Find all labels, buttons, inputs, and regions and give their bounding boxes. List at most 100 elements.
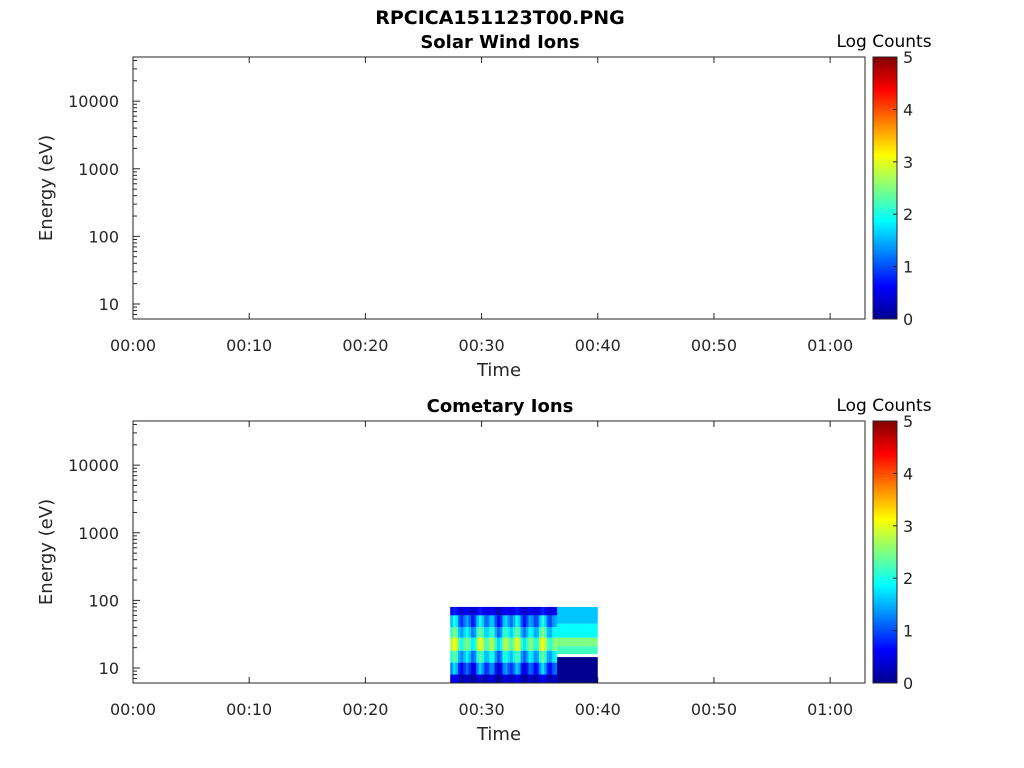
heatmap-cell [502, 627, 506, 638]
heatmap-cell [510, 606, 514, 616]
heatmap-cell [478, 674, 483, 683]
heatmap-cell [476, 627, 480, 638]
heatmap-cell [538, 662, 543, 675]
heatmap-cell [484, 662, 488, 675]
colorbar-tick-label: 5 [903, 412, 913, 431]
heatmap-cell [538, 637, 543, 651]
heatmap-cell [465, 615, 470, 628]
heatmap-cell [497, 627, 501, 638]
heatmap-cell [510, 662, 514, 675]
heatmap-cell [489, 627, 493, 638]
x-axis-label: Time [476, 724, 521, 745]
x-tick-label: 00:00 [110, 336, 156, 355]
y-axis-ticks: 10 100 1000 10000 [68, 423, 140, 684]
heatmap-cell [520, 606, 524, 616]
heatmap-cell [536, 637, 540, 651]
heatmap-cell [455, 637, 459, 651]
heatmap-cell [486, 662, 490, 675]
heatmap-cell [515, 662, 519, 675]
heatmap-cell [478, 637, 483, 651]
heatmap-cell [546, 674, 550, 683]
heatmap-cell [489, 650, 493, 663]
heatmap-cell [510, 615, 514, 628]
x-tick-label: 00:10 [226, 700, 272, 719]
heatmap-cell [544, 627, 548, 638]
heatmap-cell [523, 606, 527, 616]
heatmap-cell [541, 637, 545, 651]
heatmap-cell [463, 637, 467, 651]
heatmap-cell [557, 623, 598, 638]
heatmap-cell [460, 615, 464, 628]
heatmap-cell [531, 627, 535, 638]
heatmap-cell [544, 615, 548, 628]
heatmap-cell [486, 637, 490, 651]
heatmap-cell [546, 662, 550, 675]
y-tick-label: 1000 [78, 524, 119, 543]
heatmap-cell [458, 650, 462, 663]
colorbar-tick-label: 1 [903, 258, 913, 277]
heatmap-cell [525, 674, 530, 683]
x-tick-label: 00:20 [342, 700, 388, 719]
heatmap-cell [554, 650, 558, 663]
heatmap-cell [494, 637, 498, 651]
plot-frame [132, 56, 866, 320]
heatmap-cell [512, 615, 516, 628]
heatmap-cell [484, 674, 488, 683]
heatmap-cell [463, 674, 467, 683]
heatmap-cell [494, 627, 498, 638]
colorbar-ticks: 0 1 2 3 4 5 [893, 412, 913, 693]
heatmap-cell [551, 615, 556, 628]
colorbar-tick-label: 4 [903, 464, 913, 483]
heatmap-cell [460, 606, 464, 616]
heatmap-cell [473, 662, 477, 675]
heatmap-cell [473, 674, 477, 683]
heatmap-cell [481, 627, 485, 638]
heatmap-cell [481, 650, 485, 663]
heatmap-cell [531, 674, 535, 683]
heatmap-cell [517, 637, 522, 651]
heatmap-cell [520, 662, 524, 675]
heatmap-cell [517, 606, 522, 616]
heatmap-cell [455, 606, 459, 616]
heatmap-cell [478, 662, 483, 675]
heatmap-cell [499, 662, 503, 675]
heatmap-cell [502, 615, 506, 628]
heatmap-cell [494, 615, 498, 628]
heatmap-cell [541, 662, 545, 675]
colorbar-tick-label: 4 [903, 100, 913, 119]
heatmap-cell [554, 615, 558, 628]
heatmap-cell [541, 615, 545, 628]
heatmap-cell [486, 650, 490, 663]
heatmap-cell [489, 674, 493, 683]
heatmap-cell [484, 615, 488, 628]
heatmap-cell [523, 674, 527, 683]
heatmap-cell [463, 615, 467, 628]
heatmap-cell [465, 674, 470, 683]
x-tick-label: 00:30 [459, 336, 505, 355]
heatmap-cell [468, 606, 472, 616]
heatmap-cell [533, 627, 537, 638]
heatmap-cell [468, 627, 472, 638]
heatmap-cell [450, 606, 454, 616]
colorbar-label: Log Counts [836, 32, 931, 52]
heatmap-cell [491, 615, 496, 628]
heatmap-cell [549, 615, 553, 628]
heatmap-cell [544, 650, 548, 663]
heatmap-cell [494, 606, 498, 616]
heatmap-cell [458, 637, 462, 651]
heatmap-cell [473, 637, 477, 651]
heatmap-cell [517, 615, 522, 628]
colorbar-tick-label: 0 [903, 310, 913, 329]
heatmap-cell [497, 650, 501, 663]
heatmap-cell [481, 662, 485, 675]
heatmap-cell [523, 637, 527, 651]
heatmap-cell [510, 637, 514, 651]
heatmap-cell [450, 637, 454, 651]
heatmap-cell [468, 650, 472, 663]
heatmap-cell [473, 606, 477, 616]
heatmap-cell [478, 606, 483, 616]
heatmap-cell [463, 662, 467, 675]
heatmap-cell [460, 674, 464, 683]
heatmap-cell [520, 637, 524, 651]
